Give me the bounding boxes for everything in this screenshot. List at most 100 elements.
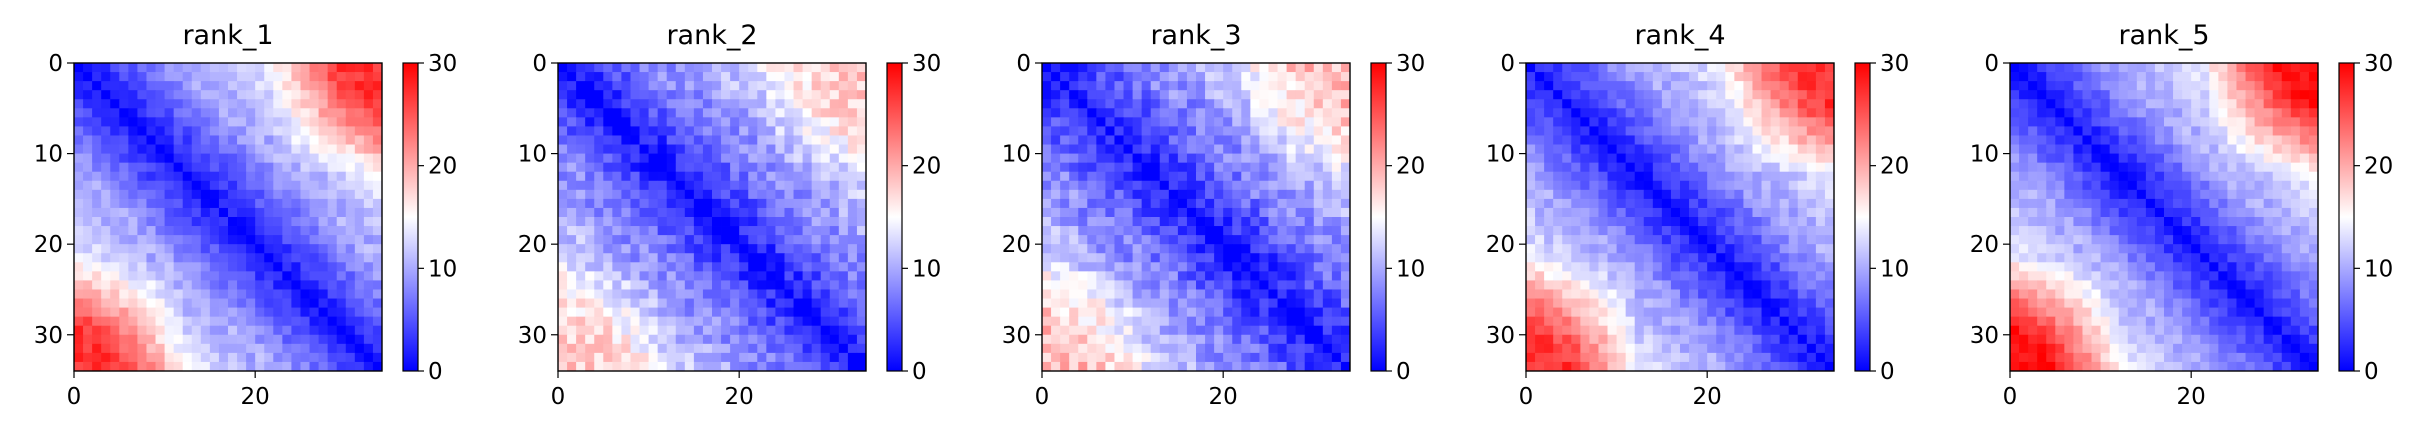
heatmap-cell bbox=[146, 162, 156, 173]
heatmap-cell bbox=[585, 198, 595, 209]
heatmap-cell bbox=[101, 81, 111, 91]
heatmap-cell bbox=[1205, 171, 1215, 182]
heatmap-cell bbox=[1752, 63, 1762, 73]
heatmap-cell bbox=[2263, 81, 2274, 91]
heatmap-cell bbox=[1634, 244, 1645, 254]
heatmap-cell bbox=[1286, 81, 1297, 91]
heatmap-cell bbox=[2173, 72, 2183, 82]
heatmap-cell bbox=[110, 135, 120, 145]
heatmap-cell bbox=[1670, 207, 1681, 218]
heatmap-cell bbox=[1589, 144, 1599, 154]
heatmap-cell bbox=[1562, 162, 1572, 173]
heatmap-cell bbox=[336, 334, 347, 345]
heatmap-cell bbox=[363, 307, 374, 318]
heatmap-cell bbox=[255, 126, 265, 136]
heatmap-cell bbox=[291, 207, 301, 218]
heatmap-cell bbox=[1232, 226, 1242, 236]
heatmap-cell bbox=[739, 171, 749, 182]
heatmap-cell bbox=[712, 289, 722, 299]
heatmap-cell bbox=[1286, 361, 1297, 372]
panel-title: rank_2 bbox=[666, 20, 757, 51]
heatmap-cell bbox=[1661, 126, 1672, 136]
heatmap-cell bbox=[309, 316, 319, 327]
heatmap-cell bbox=[1069, 108, 1079, 118]
heatmap-cell bbox=[648, 253, 659, 263]
heatmap-cell bbox=[1652, 81, 1663, 91]
heatmap-cell bbox=[354, 253, 365, 263]
heatmap-cell bbox=[137, 235, 147, 245]
heatmap-cell bbox=[309, 352, 319, 363]
heatmap-cell bbox=[1105, 289, 1115, 299]
heatmap-cell bbox=[630, 235, 640, 245]
heatmap-cell bbox=[730, 361, 740, 372]
heatmap-cell bbox=[2254, 108, 2265, 118]
heatmap-cell bbox=[2091, 81, 2101, 91]
heatmap-cell bbox=[173, 262, 184, 272]
heatmap-cell bbox=[1689, 334, 1699, 345]
heatmap-cell bbox=[1661, 189, 1672, 200]
heatmap-cell bbox=[1752, 90, 1762, 100]
colorbar-tick-label: 20 bbox=[1396, 154, 1425, 180]
heatmap-cell bbox=[1643, 253, 1654, 263]
heatmap-cell bbox=[1689, 271, 1699, 281]
heatmap-cell bbox=[327, 235, 338, 245]
heatmap-cell bbox=[264, 316, 274, 327]
heatmap-cell bbox=[2272, 81, 2283, 91]
heatmap-cell bbox=[246, 135, 256, 145]
heatmap-cell bbox=[1123, 90, 1133, 100]
heatmap-cell bbox=[1544, 307, 1554, 318]
heatmap-cell bbox=[1159, 81, 1170, 91]
colorbar-tick-label: 10 bbox=[428, 256, 457, 282]
heatmap-cell bbox=[1616, 244, 1627, 254]
heatmap-cell bbox=[1571, 262, 1581, 272]
heatmap-cell bbox=[621, 271, 631, 281]
heatmap-cell bbox=[811, 207, 822, 218]
heatmap-cell bbox=[191, 298, 202, 308]
heatmap-cell bbox=[2218, 63, 2228, 73]
heatmap-cell bbox=[1652, 171, 1663, 182]
heatmap-cell bbox=[1779, 235, 1790, 245]
heatmap-cell bbox=[721, 280, 731, 290]
heatmap-cell bbox=[327, 253, 338, 263]
heatmap-cell bbox=[1535, 108, 1545, 118]
heatmap-cell bbox=[1598, 135, 1608, 145]
heatmap-cell bbox=[603, 207, 613, 218]
heatmap-cell bbox=[1634, 280, 1645, 290]
heatmap-cell bbox=[146, 298, 156, 308]
heatmap-cell bbox=[567, 180, 577, 191]
heatmap-cell bbox=[1087, 334, 1097, 345]
heatmap-cell bbox=[2272, 63, 2283, 73]
heatmap-cell bbox=[1259, 235, 1269, 245]
heatmap-cell bbox=[1571, 316, 1581, 327]
heatmap-cell bbox=[1313, 316, 1324, 327]
heatmap-cell bbox=[1205, 280, 1215, 290]
heatmap-cell bbox=[1770, 99, 1781, 109]
heatmap-cell bbox=[1114, 180, 1124, 191]
heatmap-cell bbox=[775, 162, 785, 173]
heatmap-cell bbox=[766, 72, 776, 82]
heatmap-cell bbox=[1815, 198, 1826, 209]
heatmap-cell bbox=[1707, 72, 1717, 82]
heatmap-cell bbox=[802, 117, 813, 127]
heatmap-cell bbox=[1069, 262, 1079, 272]
heatmap-cell bbox=[1788, 361, 1799, 372]
heatmap-cell bbox=[110, 198, 120, 209]
heatmap-cell bbox=[1105, 226, 1115, 236]
heatmap-cell bbox=[146, 226, 156, 236]
heatmap-cell bbox=[264, 108, 274, 118]
heatmap-cell bbox=[1078, 126, 1088, 136]
heatmap-cell bbox=[327, 90, 338, 100]
heatmap-cell bbox=[1051, 99, 1061, 109]
heatmap-cell bbox=[612, 207, 622, 218]
heatmap-cell bbox=[621, 72, 631, 82]
heatmap-cell bbox=[1096, 352, 1106, 363]
heatmap-cell bbox=[1616, 99, 1627, 109]
heatmap-cell bbox=[2019, 108, 2029, 118]
heatmap-cell bbox=[1277, 289, 1287, 299]
heatmap-cell bbox=[757, 81, 767, 91]
heatmap-cell bbox=[684, 343, 695, 354]
heatmap-cell bbox=[693, 217, 704, 227]
heatmap-cell bbox=[1277, 253, 1287, 263]
heatmap-cell bbox=[675, 325, 686, 336]
heatmap-cell bbox=[820, 253, 831, 263]
